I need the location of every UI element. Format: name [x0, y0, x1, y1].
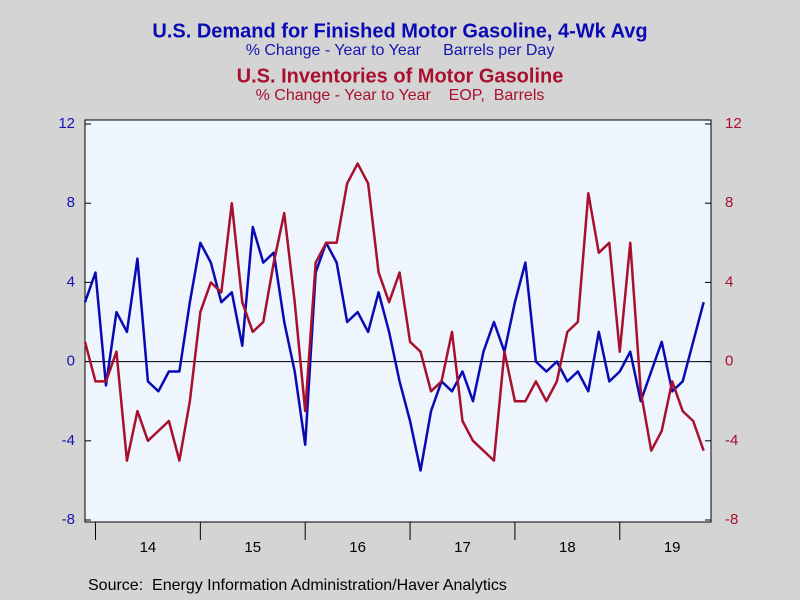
y-tick-label: -4 — [62, 432, 75, 449]
source-note: Source: Energy Information Administratio… — [88, 577, 507, 594]
x-tick-label: 15 — [244, 539, 261, 556]
chart-subtitle: % Change - Year to Year EOP, Barrels — [256, 87, 545, 104]
y-tick-label: -8 — [62, 511, 75, 528]
chart-title: U.S. Demand for Finished Motor Gasoline,… — [152, 20, 647, 42]
y2-tick-label: -8 — [725, 511, 738, 528]
plot-area — [84, 119, 712, 523]
y-tick-label: 8 — [67, 194, 75, 211]
chart-title: U.S. Inventories of Motor Gasoline — [237, 65, 564, 87]
y2-tick-label: 0 — [725, 353, 733, 370]
y-tick-label: 0 — [67, 353, 75, 370]
x-tick-label: 18 — [559, 539, 576, 556]
chart-subtitle: % Change - Year to Year Barrels per Day — [246, 42, 555, 59]
x-tick-label: 17 — [454, 539, 471, 556]
series-line — [83, 225, 705, 472]
x-tick-label: 14 — [140, 539, 157, 556]
x-tick-label: 19 — [664, 539, 681, 556]
y2-tick-label: 8 — [725, 194, 733, 211]
x-tick-label: 16 — [349, 539, 366, 556]
y2-tick-label: 4 — [725, 273, 733, 290]
y2-tick-label: -4 — [725, 432, 738, 449]
series-line — [83, 162, 705, 462]
y-tick-label: 12 — [58, 115, 75, 132]
y-tick-label: 4 — [67, 273, 75, 290]
y2-tick-label: 12 — [725, 115, 742, 132]
